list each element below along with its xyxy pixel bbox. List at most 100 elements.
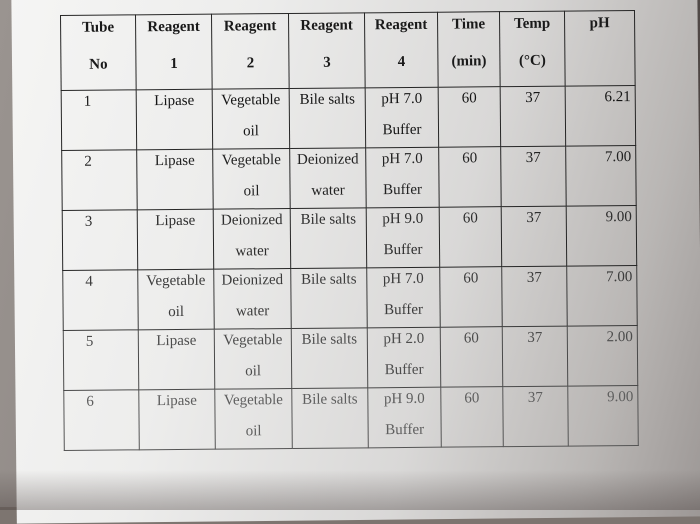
header-label: Reagent bbox=[300, 17, 353, 34]
header-sublabel: No bbox=[89, 56, 108, 73]
reagent-2-cell: Vegetable oil bbox=[212, 148, 291, 210]
time-value: 60 bbox=[464, 390, 480, 407]
time-cell: 60 bbox=[440, 326, 503, 388]
temp-value: 37 bbox=[526, 209, 542, 226]
reagent-text: Deionized bbox=[296, 151, 359, 168]
table-row: 4 Vegetable oil Deionized water Bile salts… bbox=[62, 265, 638, 331]
reagent-text-line2: Buffer bbox=[384, 361, 424, 379]
reagent-text-line2 bbox=[137, 184, 212, 185]
reagent-1-cell: Lipase bbox=[136, 89, 213, 150]
temp-value: 37 bbox=[526, 269, 542, 286]
tube-number-cell: 1 bbox=[61, 89, 137, 151]
reagent-text-line2: Buffer bbox=[383, 181, 423, 199]
reagent-text-line2 bbox=[139, 364, 214, 365]
reagent-text: Vegetable bbox=[223, 392, 284, 409]
header-sublabel: 2 bbox=[246, 55, 255, 72]
reagent-text-line2: Buffer bbox=[382, 121, 422, 139]
tube-number: 2 bbox=[84, 153, 92, 170]
reagent-text: Vegetable bbox=[223, 332, 283, 349]
table-row: 6 Lipase Vegetable oil Bile salts pH 9.0 B… bbox=[63, 385, 639, 451]
time-cell: 60 bbox=[439, 266, 503, 328]
reagent-text: Bile salts bbox=[300, 211, 357, 228]
reagent-text-line2: Buffer bbox=[383, 241, 423, 259]
experiment-table: Tube No Reagent 1 Reagent 2 Reagent 3 Re… bbox=[60, 10, 639, 451]
temp-cell: 37 bbox=[501, 206, 567, 267]
header-cell-reagent-4: Reagent 4 bbox=[364, 12, 439, 88]
tube-number: 4 bbox=[85, 273, 93, 290]
header-sublabel: 1 bbox=[170, 55, 178, 73]
time-value: 60 bbox=[463, 330, 479, 347]
header-sublabel: (°C) bbox=[518, 52, 546, 69]
reagent-text-line2: water bbox=[235, 303, 270, 320]
reagent-text: Lipase bbox=[156, 392, 197, 410]
header-cell-ph: pH bbox=[564, 10, 636, 87]
reagent-text-line2 bbox=[291, 242, 366, 243]
ph-cell: 7.00 bbox=[565, 145, 637, 207]
header-label: Reagent bbox=[223, 18, 277, 35]
reagent-text: pH 7.0 bbox=[382, 270, 424, 288]
time-cell: 60 bbox=[438, 146, 502, 208]
ph-cell: 9.00 bbox=[567, 385, 639, 447]
reagent-1-cell: Lipase bbox=[137, 209, 214, 270]
reagent-text-line2: Buffer bbox=[384, 301, 424, 319]
temp-cell: 37 bbox=[502, 386, 569, 447]
header-cell-reagent-3: Reagent 3 bbox=[288, 12, 366, 89]
time-value: 60 bbox=[462, 150, 478, 167]
tube-number-cell: 4 bbox=[62, 269, 139, 331]
reagent-text: Lipase bbox=[154, 152, 195, 170]
reagent-text: Vegetable bbox=[221, 152, 281, 169]
header-sublabel bbox=[565, 52, 634, 53]
reagent-2-cell: Vegetable oil bbox=[212, 88, 290, 150]
reagent-text: Bile salts bbox=[299, 91, 356, 108]
reagent-text: Vegetable bbox=[146, 272, 206, 290]
ph-value: 6.21 bbox=[604, 89, 631, 106]
reagent-3-cell: Bile salts bbox=[291, 327, 368, 389]
tube-number-cell: 2 bbox=[61, 149, 138, 211]
table-row: 3 Lipase Deionized water Bile salts pH 9.… bbox=[62, 205, 637, 271]
ph-cell: 7.00 bbox=[566, 265, 638, 327]
header-sublabel: 3 bbox=[323, 54, 331, 71]
reagent-text-line2: Buffer bbox=[385, 421, 425, 439]
table-row: 1 Lipase Vegetable oil Bile salts pH 7.0 B… bbox=[61, 85, 636, 151]
reagent-text: pH 9.0 bbox=[382, 210, 424, 228]
tube-number: 5 bbox=[85, 333, 94, 350]
reagent-text-line2: water bbox=[311, 182, 345, 199]
reagent-1-cell: Lipase bbox=[138, 329, 215, 390]
reagent-1-cell: Vegetable oil bbox=[137, 269, 215, 330]
ph-value: 2.00 bbox=[606, 329, 633, 346]
header-label: Time bbox=[451, 16, 486, 33]
reagent-text: pH 2.0 bbox=[383, 330, 425, 348]
temp-value: 37 bbox=[525, 149, 541, 166]
time-cell: 60 bbox=[438, 86, 501, 148]
header-cell-reagent-1: Reagent 1 bbox=[135, 14, 213, 90]
reagent-text: Vegetable bbox=[221, 92, 281, 109]
temp-value: 37 bbox=[527, 389, 543, 406]
reagent-2-cell: Deionized water bbox=[213, 208, 291, 270]
temp-cell: 37 bbox=[500, 146, 567, 207]
reagent-2-cell: Deionized water bbox=[213, 268, 292, 330]
reagent-3-cell: Bile salts bbox=[291, 387, 369, 449]
reagent-text-line2: water bbox=[235, 243, 269, 260]
reagent-3-cell: Bile salts bbox=[290, 207, 367, 269]
reagent-text-line2 bbox=[138, 244, 213, 245]
time-value: 60 bbox=[463, 270, 479, 287]
reagent-text: Lipase bbox=[155, 212, 196, 230]
reagent-4-cell: pH 7.0 Buffer bbox=[365, 147, 440, 208]
reagent-text: Bile salts bbox=[302, 391, 358, 408]
temp-value: 37 bbox=[527, 329, 543, 346]
reagent-text-line2: oil bbox=[243, 183, 260, 200]
reagent-text: Deionized bbox=[220, 212, 283, 229]
time-cell: 60 bbox=[440, 386, 504, 448]
header-sublabel: (min) bbox=[451, 53, 487, 70]
ph-value: 9.00 bbox=[605, 209, 632, 226]
reagent-text-line2 bbox=[292, 302, 367, 303]
temp-cell: 37 bbox=[502, 326, 568, 387]
reagent-1-cell: Lipase bbox=[138, 389, 216, 450]
reagent-text-line2 bbox=[137, 124, 212, 125]
table-row: 5 Lipase Vegetable oil Bile salts pH 2.0 B… bbox=[63, 325, 638, 391]
tube-number-cell: 3 bbox=[62, 209, 138, 271]
reagent-text-line2: oil bbox=[245, 423, 262, 440]
ph-value: 7.00 bbox=[605, 269, 633, 286]
header-label: Tube bbox=[82, 19, 115, 36]
header-sublabel: 4 bbox=[397, 53, 406, 71]
